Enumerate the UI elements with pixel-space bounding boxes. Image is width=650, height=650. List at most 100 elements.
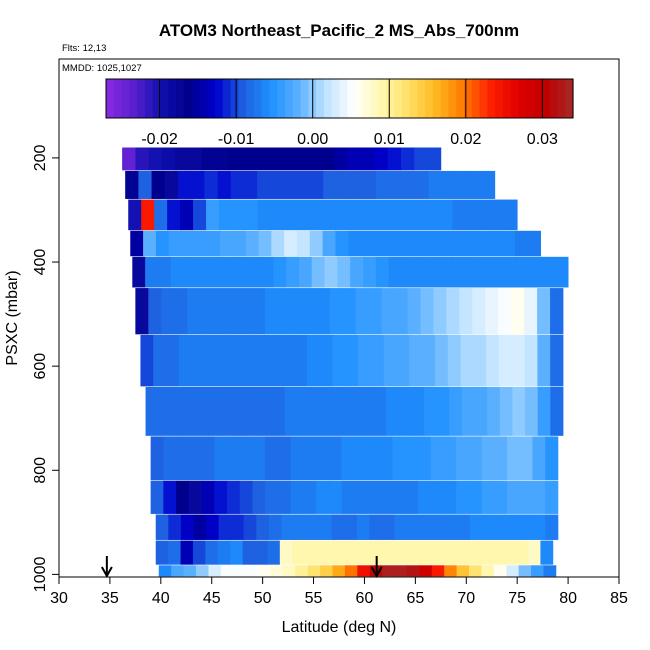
colorbar-swatch: [393, 79, 403, 118]
heatmap-cell: [473, 334, 487, 387]
colorbar-swatch: [129, 79, 138, 118]
colorbar-swatch: [144, 79, 154, 118]
heatmap-cell: [329, 288, 344, 335]
heatmap-cell: [265, 480, 279, 514]
heatmap-cell: [316, 288, 331, 335]
heatmap-cell: [411, 386, 425, 436]
chart-title: ATOM3 Northeast_Pacific_2 MS_Abs_700nm: [159, 21, 519, 40]
heatmap-cell: [138, 170, 152, 199]
heatmap-cell: [227, 480, 241, 514]
heatmap-cell: [201, 480, 215, 514]
heatmap-cell: [502, 230, 516, 257]
heatmap-cell: [407, 288, 421, 335]
x-tick-label: 35: [101, 590, 119, 607]
heatmap-cell: [201, 436, 215, 481]
colorbar-swatch: [518, 79, 527, 118]
heatmap-cell: [514, 230, 529, 257]
heatmap-cell: [309, 170, 324, 199]
heatmap-cell: [481, 170, 496, 199]
heatmap-cell: [425, 230, 439, 257]
heatmap-cell: [322, 199, 337, 231]
x-tick-label: 65: [406, 590, 424, 607]
colorbar-tick-label: 0.02: [450, 131, 481, 148]
heatmap-cell: [504, 199, 518, 231]
colorbar-swatch: [425, 79, 434, 118]
heatmap-cell: [555, 256, 569, 288]
heatmap-cell: [456, 480, 470, 514]
heatmap-cell: [258, 565, 271, 577]
heatmap-cell: [303, 288, 318, 335]
heatmap-cell: [400, 147, 415, 171]
colorbar-swatch: [323, 79, 333, 118]
heatmap-cell: [284, 230, 298, 257]
colorbar-swatch: [510, 79, 520, 118]
heatmap-cell: [150, 436, 164, 481]
colorbar-swatch: [464, 79, 473, 118]
colorbar-swatch: [176, 79, 185, 118]
heatmap-cell: [347, 386, 361, 436]
heatmap-cell: [332, 565, 346, 577]
heatmap-cell: [292, 540, 306, 565]
heatmap-cell: [446, 288, 460, 335]
heatmap-cell: [259, 386, 273, 436]
y-tick-label: 200: [32, 144, 49, 171]
heatmap-cell: [277, 436, 292, 481]
heatmap-cell: [170, 386, 184, 436]
heatmap-cell: [244, 199, 259, 231]
colorbar-swatch: [565, 79, 574, 118]
heatmap-cell: [309, 230, 324, 257]
heatmap-cell: [239, 288, 253, 335]
heatmap-cell: [441, 540, 454, 565]
x-tick-label: 80: [559, 590, 577, 607]
colorbar-swatch: [300, 79, 309, 118]
colorbar-tick-label: -0.02: [141, 131, 178, 148]
heatmap-cell: [247, 256, 261, 288]
heatmap-cell: [422, 334, 436, 387]
colorbar-swatch: [253, 79, 263, 118]
heatmap-cell: [306, 514, 320, 540]
heatmap-cell: [295, 565, 309, 577]
colorbar-swatch: [534, 79, 543, 118]
heatmap-cell: [436, 386, 450, 436]
heatmap-cell: [268, 147, 282, 171]
heatmap-cell: [506, 565, 520, 577]
heatmap-cell: [341, 540, 355, 565]
heatmap-cell: [204, 334, 218, 387]
heatmap-cell: [412, 230, 426, 257]
heatmap-cell: [354, 480, 368, 514]
colorbar-swatch: [378, 79, 387, 118]
heatmap-cell: [465, 199, 479, 231]
heatmap-cell: [273, 256, 287, 288]
heatmap-cell: [550, 386, 564, 436]
x-tick-label: 55: [305, 590, 323, 607]
heatmap-cell: [241, 147, 256, 171]
heatmap-cell: [348, 199, 362, 231]
x-tick-label: 50: [254, 590, 272, 607]
heatmap-cell: [361, 199, 375, 231]
heatmap-cell: [495, 514, 509, 540]
x-tick-label: 70: [457, 590, 475, 607]
heatmap-cell: [368, 288, 382, 335]
heatmap-cell: [239, 480, 253, 514]
heatmap-cell: [161, 147, 176, 171]
heatmap-cell: [181, 230, 195, 257]
heatmap-cell: [151, 170, 166, 199]
heatmap-cell: [193, 514, 207, 540]
heatmap-cell: [209, 256, 223, 288]
heatmap-cell: [230, 334, 244, 387]
heatmap-cell: [407, 514, 421, 540]
heatmap-cell: [394, 514, 408, 540]
colorbar-swatch: [331, 79, 341, 118]
y-axis: 200 400 600 800 1000: [32, 144, 59, 592]
heatmap-cell: [430, 480, 444, 514]
heatmap-cell: [525, 386, 539, 436]
heatmap-cell: [453, 540, 467, 565]
heatmap-cell: [335, 199, 350, 231]
colorbar-swatch: [137, 79, 146, 118]
heatmap-cell: [307, 565, 321, 577]
heatmap-cell: [303, 436, 317, 481]
heatmap-cell: [279, 540, 293, 565]
heatmap-cell: [281, 147, 296, 171]
heatmap-cell: [324, 256, 338, 288]
heatmap-cell: [319, 334, 333, 387]
